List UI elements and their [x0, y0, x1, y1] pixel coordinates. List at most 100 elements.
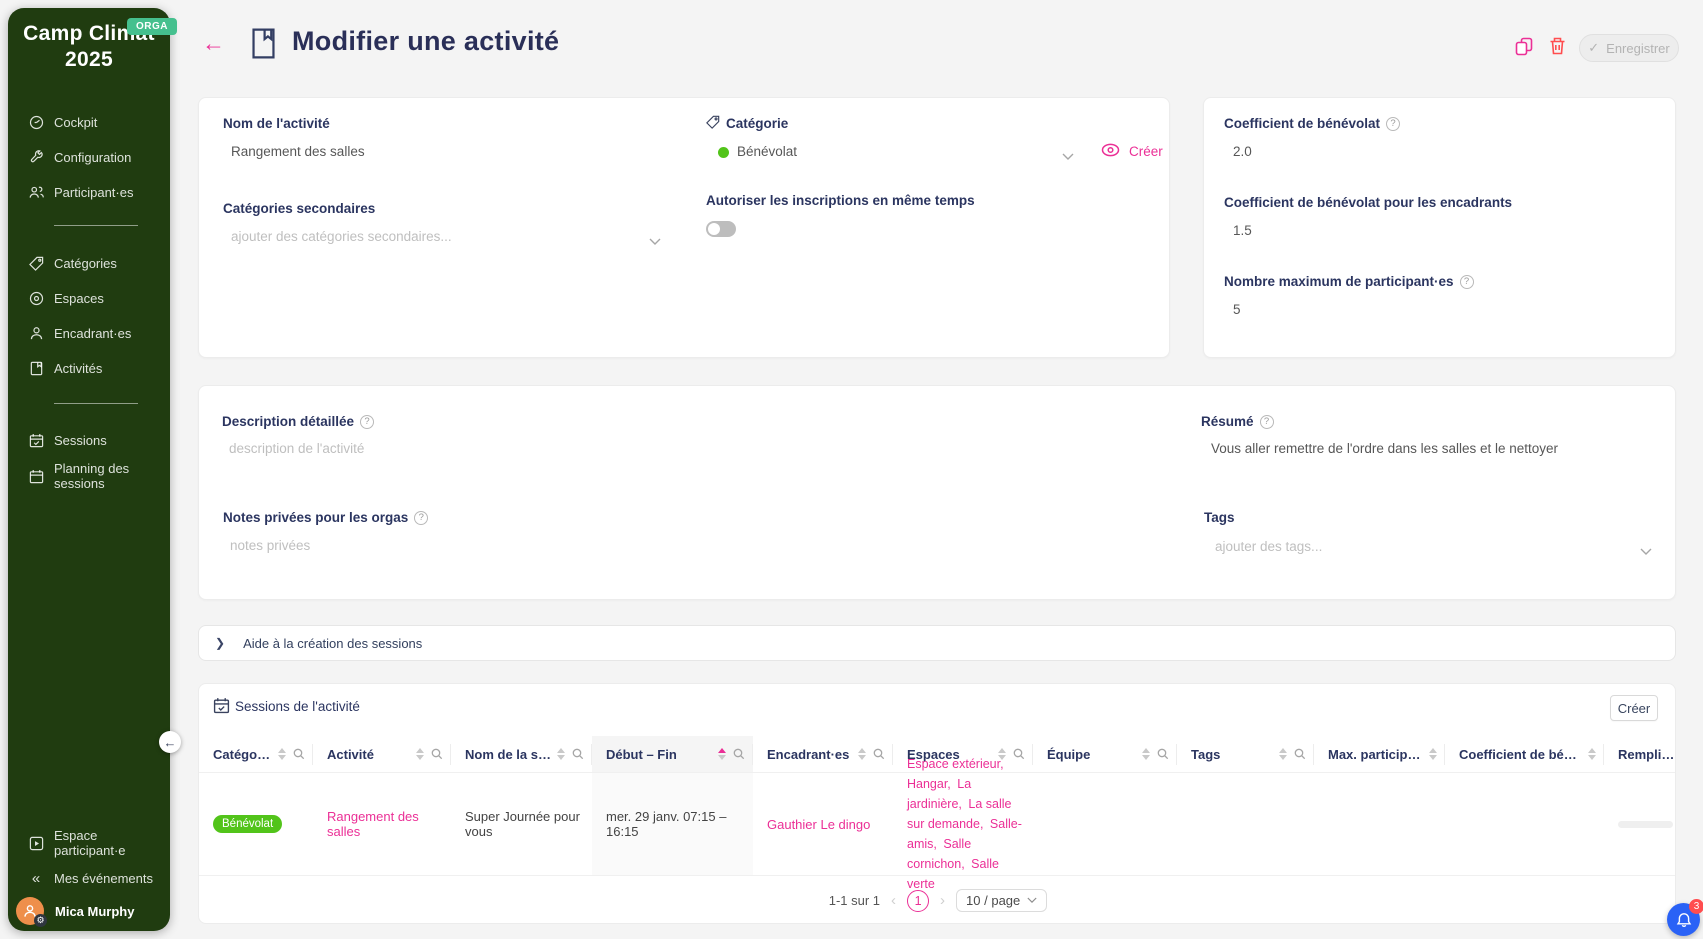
search-icon[interactable]: [1294, 748, 1306, 760]
page-title: Modifier une activité: [292, 26, 560, 56]
search-icon[interactable]: [572, 748, 584, 760]
sort-icon[interactable]: [272, 748, 286, 760]
sidebar-item-espace-participant[interactable]: Espace participant·e: [28, 828, 164, 858]
column-encadrants[interactable]: Encadrant·es: [753, 736, 893, 772]
space-link[interactable]: Salle cornichon,: [907, 837, 972, 871]
name-input[interactable]: Rangement des salles: [231, 144, 365, 159]
sort-icon[interactable]: [852, 748, 866, 760]
private-notes-input[interactable]: notes privées: [230, 538, 311, 553]
category-select[interactable]: Bénévolat: [737, 144, 798, 159]
sidebar-item-activites[interactable]: Activités: [28, 357, 164, 379]
cell-activite: Rangement des salles: [313, 773, 451, 875]
column-tags[interactable]: Tags: [1177, 736, 1314, 772]
space-link[interactable]: Salle verte: [907, 857, 999, 891]
volunteer-coefficient-input[interactable]: 2.0: [1233, 144, 1252, 159]
duplicate-icon[interactable]: [1515, 37, 1533, 61]
sidebar-item-espaces[interactable]: Espaces: [28, 287, 164, 309]
space-link[interactable]: Espace extérieur,: [907, 757, 1004, 771]
sidebar-item-categories[interactable]: Catégories: [28, 252, 164, 274]
search-icon[interactable]: [1157, 748, 1169, 760]
user-name: Mica Murphy: [55, 903, 135, 919]
create-session-button[interactable]: Créer: [1610, 695, 1658, 721]
supervisor-coefficient-input[interactable]: 1.5: [1233, 223, 1252, 238]
column-coefficient[interactable]: Coefficient de bénévo...: [1445, 736, 1604, 772]
back-button[interactable]: ←: [202, 30, 225, 56]
sidebar-item-planning[interactable]: Planning des sessions: [28, 461, 164, 491]
chevron-down-icon[interactable]: [1640, 543, 1652, 555]
summary-input[interactable]: Vous aller remettre de l'ordre dans les …: [1211, 441, 1559, 456]
sort-icon[interactable]: [1136, 748, 1150, 760]
description-input[interactable]: description de l'activité: [229, 441, 365, 456]
search-icon[interactable]: [873, 748, 885, 760]
help-icon[interactable]: ?: [1459, 274, 1474, 289]
sessions-help-collapse[interactable]: ❯ Aide à la création des sessions: [198, 625, 1676, 661]
sort-icon[interactable]: [1582, 748, 1596, 760]
search-icon[interactable]: [733, 748, 745, 760]
sort-icon[interactable]: [992, 748, 1006, 760]
sidebar-item-configuration[interactable]: Configuration: [28, 146, 164, 168]
search-icon[interactable]: [431, 748, 443, 760]
tags-select[interactable]: ajouter des tags...: [1215, 539, 1323, 554]
column-categorie[interactable]: Catégorie: [199, 736, 313, 772]
column-max-participants[interactable]: Max. participant...: [1314, 736, 1445, 772]
tag-icon: [28, 255, 44, 271]
notifications-button[interactable]: 3: [1667, 899, 1703, 936]
user-menu[interactable]: ⚙ Mica Murphy: [16, 897, 135, 927]
search-icon[interactable]: [293, 748, 305, 760]
column-remplissage[interactable]: Remplissage: [1604, 736, 1675, 772]
notification-badge: 3: [1689, 899, 1703, 914]
help-icon[interactable]: ?: [414, 510, 429, 525]
help-icon[interactable]: ?: [360, 414, 375, 429]
column-equipe[interactable]: Équipe: [1033, 736, 1177, 772]
page-size-select[interactable]: 10 / page: [956, 889, 1048, 912]
help-icon[interactable]: ?: [1386, 116, 1401, 131]
wrench-icon: [28, 149, 44, 165]
sidebar-item-mes-evenements[interactable]: « Mes événements: [28, 867, 164, 889]
search-icon[interactable]: [1013, 748, 1025, 760]
chevron-down-icon[interactable]: [1062, 148, 1074, 160]
previous-page-button[interactable]: ‹: [891, 892, 897, 909]
eye-icon[interactable]: [1101, 143, 1120, 162]
space-link[interactable]: Hangar,: [907, 777, 951, 791]
sidebar-collapse-button[interactable]: ←: [159, 731, 181, 753]
check-icon: ✓: [1588, 40, 1600, 55]
simultaneous-toggle[interactable]: [706, 221, 736, 237]
secondary-categories-select[interactable]: ajouter des catégories secondaires...: [231, 229, 452, 244]
space-link[interactable]: La salle sur demande,: [907, 797, 1012, 831]
space-link[interactable]: La jardinière,: [907, 777, 972, 811]
help-icon[interactable]: ?: [1259, 414, 1274, 429]
sidebar-item-cockpit[interactable]: Cockpit: [28, 111, 164, 133]
gear-icon: ⚙: [34, 914, 47, 927]
cell-coefficient: [1445, 773, 1604, 875]
pagination: 1-1 sur 1 ‹ 1 › 10 / page: [199, 876, 1675, 923]
chevron-down-icon[interactable]: [649, 233, 661, 245]
activity-form-card: Nom de l'activité Rangement des salles C…: [198, 97, 1170, 358]
sort-icon[interactable]: [551, 748, 565, 760]
category-label: Catégorie: [706, 115, 788, 132]
column-activite[interactable]: Activité: [313, 736, 451, 772]
sort-icon[interactable]: [410, 748, 424, 760]
description-label: Description détaillée?: [222, 414, 375, 429]
column-debut-fin[interactable]: Début – Fin: [592, 736, 753, 772]
sidebar-item-encadrants[interactable]: Encadrant·es: [28, 322, 164, 344]
chevron-right-icon: ❯: [215, 636, 226, 650]
sidebar-item-participants[interactable]: Participant·es: [28, 181, 164, 203]
column-nom-session[interactable]: Nom de la sessi...: [451, 736, 592, 772]
sort-icon-active-asc[interactable]: [712, 748, 726, 760]
activity-link[interactable]: Rangement des salles: [327, 809, 419, 839]
create-category-link[interactable]: Créer: [1129, 144, 1163, 159]
sessions-title: Sessions de l'activité: [235, 699, 360, 714]
next-page-button[interactable]: ›: [940, 892, 946, 909]
sidebar-item-sessions[interactable]: Sessions: [28, 429, 164, 451]
supervisor-link[interactable]: Gauthier Le dingo: [767, 816, 871, 832]
delete-icon[interactable]: [1549, 37, 1566, 60]
sort-icon[interactable]: [1273, 748, 1287, 760]
space-link[interactable]: Salle-amis,: [907, 817, 1022, 851]
page-1-button[interactable]: 1: [907, 889, 930, 912]
sort-icon[interactable]: [1423, 748, 1437, 760]
column-espaces[interactable]: Espaces: [893, 736, 1033, 772]
save-button[interactable]: ✓ Enregistrer: [1579, 34, 1679, 62]
toggle-knob: [708, 223, 720, 235]
max-participants-input[interactable]: 5: [1233, 302, 1241, 317]
